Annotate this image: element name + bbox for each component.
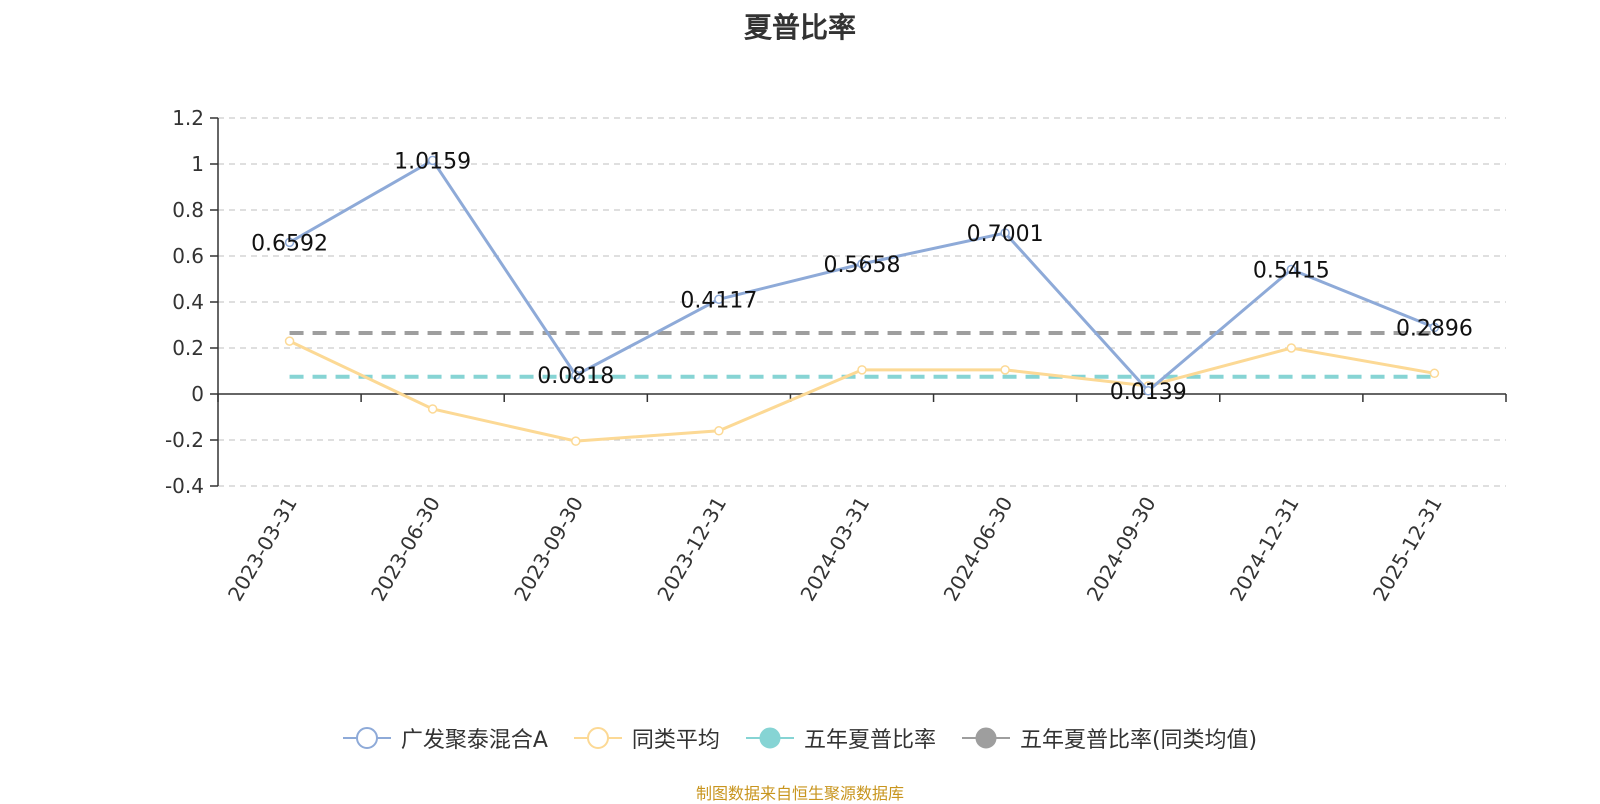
x-tick-label: 2023-09-30 [509,493,588,606]
data-point [284,336,295,346]
data-point [427,404,438,414]
data-point [714,426,724,436]
data-label: 0.4117 [680,288,757,313]
y-tick-label: 0.2 [172,336,204,360]
x-tick-label: 2023-12-31 [652,493,731,606]
data-point [714,294,724,305]
data-point [571,436,581,446]
data-label: 0.7001 [967,222,1044,247]
y-tick-label: -0.2 [165,428,204,452]
data-point [1429,368,1440,379]
data-point [857,259,867,269]
data-label: 0.5415 [1253,258,1330,283]
legend-item[interactable]: 五年夏普比率(同类均值) [961,722,1258,754]
y-tick-label: 0 [191,382,204,406]
data-label: 0.5658 [824,253,901,278]
x-tick-label: 2024-12-31 [1225,493,1304,606]
x-tick-label: 2023-03-31 [223,493,302,606]
data-point [1000,365,1010,375]
y-tick-label: 0.4 [172,290,204,314]
data-label: 0.0818 [537,364,614,389]
data-source-note: 制图数据来自恒生聚源数据库 [695,784,904,803]
x-tick-label: 2023-06-30 [366,492,445,605]
chart-title: 夏普比率 [743,11,856,44]
data-point [857,365,867,375]
x-tick-label: 2025-12-31 [1368,493,1447,606]
legend-label: 五年夏普比率 [803,728,936,753]
legend-symbol-icon [573,727,622,749]
y-tick-label: 1 [191,152,204,176]
y-tick-label: -0.4 [165,474,204,498]
legend-label: 五年夏普比率(同类均值) [1019,728,1258,753]
y-tick-label: 1.2 [172,106,204,130]
chart-legend: 广发聚泰混合A 同类平均 五年夏普比率 五年夏普比率(同类均值) [0,722,1600,754]
data-point [1286,264,1297,275]
data-point [1286,343,1297,353]
data-label: 0.0139 [1110,380,1187,405]
series-line-1 [288,339,1435,443]
legend-item[interactable]: 同类平均 [573,722,720,754]
data-point [1429,322,1440,333]
legend-symbol-icon [961,727,1010,749]
data-point [284,237,295,248]
data-point [427,155,438,166]
legend-symbol-icon [342,727,391,749]
legend-item[interactable]: 五年夏普比率 [745,722,936,754]
x-tick-label: 2024-09-30 [1082,493,1161,606]
y-tick-label: 0.6 [172,244,204,268]
legend-label: 广发聚泰混合A [400,728,548,753]
y-tick-label: 0.8 [172,198,204,222]
legend-item[interactable]: 广发聚泰混合A [342,722,548,754]
data-label: 0.6592 [251,231,328,256]
x-tick-label: 2024-03-31 [795,493,874,606]
data-point [1143,386,1153,396]
legend-label: 同类平均 [631,728,720,753]
data-point [1000,228,1010,238]
x-tick-label: 2024-06-30 [939,493,1018,606]
data-point [571,370,581,380]
data-label: 1.0159 [394,149,471,174]
legend-symbol-icon [745,727,794,749]
data-label: 0.2896 [1396,316,1473,341]
